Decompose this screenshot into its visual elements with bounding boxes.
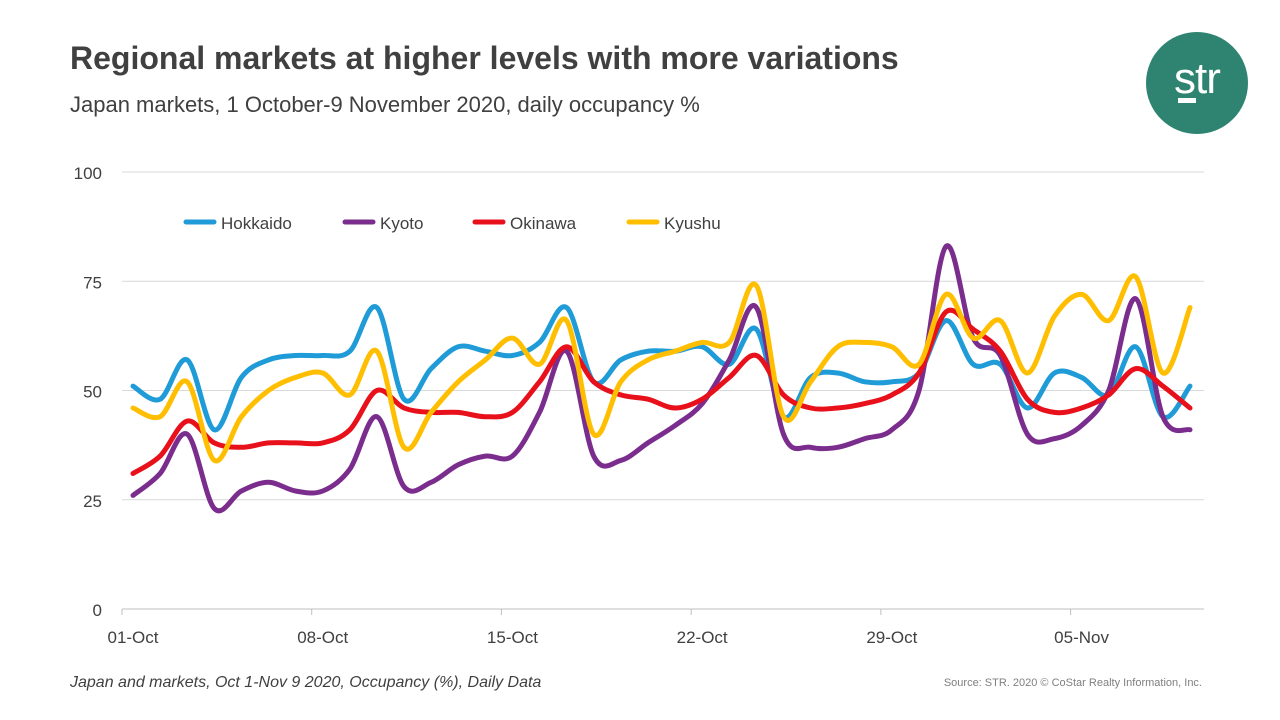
series-line-kyushu (130, 273, 1193, 464)
footer-note: Japan and markets, Oct 1-Nov 9 2020, Occ… (70, 674, 542, 691)
x-tick-label: 29-Oct (866, 628, 917, 647)
chart-title: Regional markets at higher levels with m… (70, 40, 899, 76)
series-line-hokkaido (130, 304, 1193, 433)
x-tick-label: 15-Oct (487, 628, 538, 647)
x-tick-label: 05-Nov (1054, 628, 1109, 647)
y-tick-label: 100 (74, 164, 102, 183)
legend-label-hokkaido: Hokkaido (221, 214, 292, 233)
x-tick-label: 22-Oct (677, 628, 728, 647)
series-line-kyoto (130, 243, 1193, 514)
logo-underline (1178, 98, 1196, 103)
legend-label-kyushu: Kyushu (664, 214, 721, 233)
y-tick-label: 25 (83, 492, 102, 511)
source-credit: Source: STR. 2020 © CoStar Realty Inform… (943, 677, 1202, 689)
x-tick-label: 01-Oct (107, 628, 158, 647)
legend-label-okinawa: Okinawa (510, 214, 577, 233)
chart-subtitle: Japan markets, 1 October-9 November 2020… (70, 92, 700, 117)
y-tick-label: 75 (83, 273, 102, 292)
y-tick-label: 50 (83, 383, 102, 402)
legend-label-kyoto: Kyoto (380, 214, 423, 233)
series-line-okinawa (130, 307, 1193, 476)
str-logo: str (1146, 32, 1248, 134)
y-tick-label: 0 (93, 601, 102, 620)
logo-text: str (1174, 54, 1221, 103)
x-tick-label: 08-Oct (297, 628, 348, 647)
